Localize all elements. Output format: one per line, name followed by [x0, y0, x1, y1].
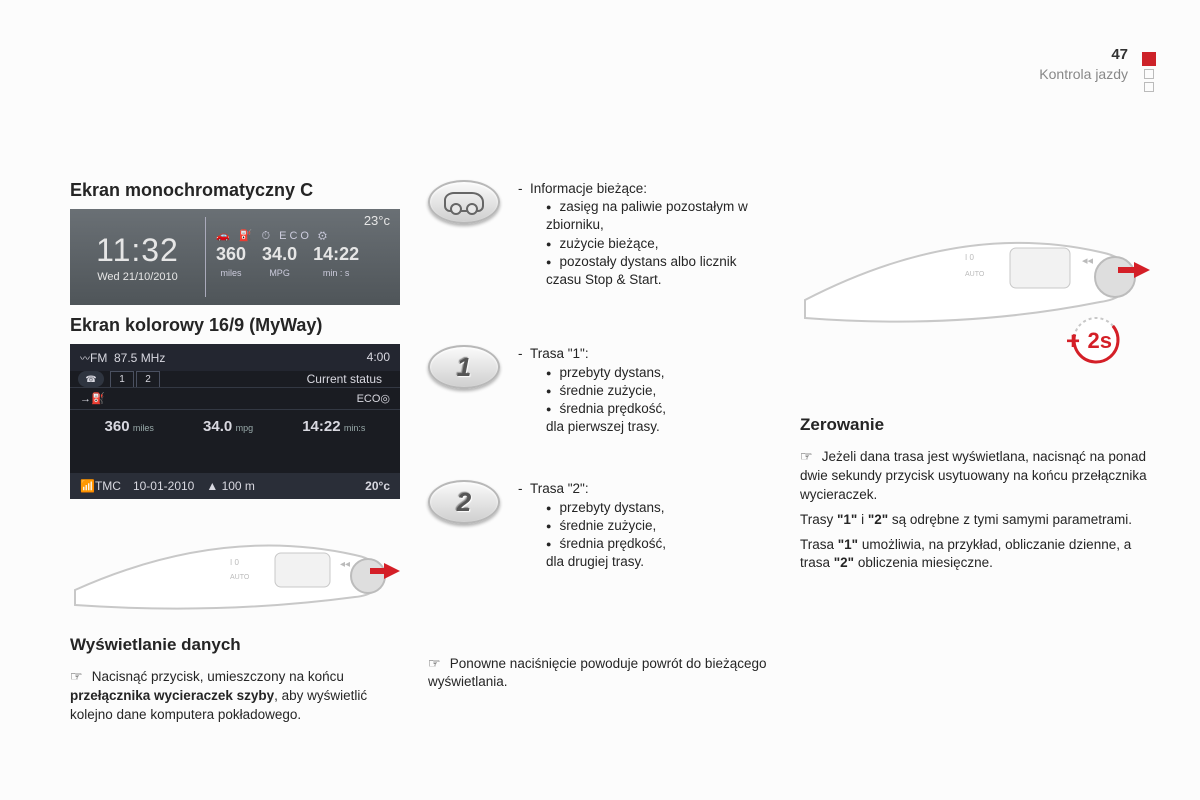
mono-mpg: 34.0	[262, 245, 297, 263]
info-current-row: -Informacje bieżące: zasięg na paliwie p…	[428, 180, 772, 289]
reset-paragraph-1: ☞ Jeżeli dana trasa jest wyświetlana, na…	[800, 447, 1150, 505]
svg-text:I 0: I 0	[230, 558, 239, 567]
cd-phone-icon: ☎	[78, 371, 104, 387]
mono-time: 11:32	[96, 232, 179, 269]
info-trip2-tail: dla drugiej trasy.	[518, 553, 666, 571]
reset-paragraph-2: Trasy "1" i "2" są odrębne z tymi samymi…	[800, 511, 1150, 530]
number-2-badge: 2	[428, 480, 500, 524]
svg-text:AUTO: AUTO	[230, 574, 250, 581]
cd-eco-icon: ECO◎	[357, 392, 390, 405]
info-trip1-b3: średnia prędkość,	[546, 400, 666, 418]
cd-status-label: Current status	[307, 372, 392, 386]
cd-date: 10-01-2010	[133, 479, 194, 493]
plus-2s-value: 2s	[1088, 328, 1112, 354]
cd-range: 360	[105, 418, 130, 435]
reset-paragraph-3: Trasa "1" umożliwia, na przykład, oblicz…	[800, 536, 1150, 574]
column-left: Ekran monochromatyczny C 11:32 Wed 21/10…	[70, 180, 400, 725]
cd-temp: 20°c	[365, 479, 390, 493]
info-trip2-row: 2 -Trasa "2": przebyty dystans, średnie …	[428, 480, 772, 571]
pointer-icon: ☞	[70, 667, 88, 687]
wiper-stalk-illustration-left: I 0 AUTO ◂◂	[70, 505, 400, 625]
number-1-icon: 1	[457, 352, 471, 383]
mono-trip-unit: min : s	[323, 268, 350, 278]
info-trip1-row: 1 -Trasa "1": przebyty dystans, średnie …	[428, 345, 772, 436]
number-2-icon: 2	[457, 487, 471, 518]
column-right: I 0 AUTO ◂◂ + 2s Zerowanie ☞ Jeżeli dana…	[800, 180, 1150, 725]
cd-tab-2: 2	[136, 371, 160, 387]
pointer-icon: ☞	[800, 447, 818, 467]
column-middle: -Informacje bieżące: zasięg na paliwie p…	[428, 180, 772, 725]
cd-tmc: 📶TMC	[80, 479, 121, 493]
plus-2s-plus: +	[1066, 328, 1080, 356]
wiper-stalk-illustration-right: I 0 AUTO ◂◂ + 2s	[800, 180, 1150, 385]
info-trip2-b2: średnie zużycie,	[546, 517, 666, 535]
page-number: 47	[1111, 46, 1128, 63]
svg-text:◂◂: ◂◂	[1082, 255, 1094, 267]
svg-text:I 0: I 0	[965, 253, 974, 262]
cd-mpg-unit: mpg	[236, 423, 254, 433]
cd-fuel-icon: →⛽	[80, 392, 105, 405]
heading-color-screen: Ekran kolorowy 16/9 (MyWay)	[70, 315, 400, 336]
info-trip1-b2: średnie zużycie,	[546, 382, 666, 400]
mono-date: Wed 21/10/2010	[97, 271, 178, 283]
car-icon-badge	[428, 180, 500, 224]
info-current-b3: pozostały dystans albo licznik czasu Sto…	[546, 253, 772, 289]
cd-trip: 14:22	[302, 418, 340, 435]
content-columns: Ekran monochromatyczny C 11:32 Wed 21/10…	[70, 180, 1150, 725]
data-display-return-paragraph: ☞ Ponowne naciśnięcie powoduje powrót do…	[428, 654, 772, 693]
number-1-badge: 1	[428, 345, 500, 389]
page-section-label: Kontrola jazdy	[1039, 66, 1128, 82]
cd-clock: 4:00	[367, 350, 390, 365]
info-trip2-title: Trasa "2":	[530, 481, 589, 496]
heading-data-display: Wyświetlanie danych	[70, 635, 400, 655]
cd-mpg: 34.0	[203, 418, 232, 435]
data-display-paragraph: ☞ Nacisnąć przycisk, umieszczony na końc…	[70, 667, 400, 725]
cd-dist: ▲ 100 m	[206, 479, 255, 493]
mono-temperature: 23°c	[364, 213, 390, 228]
page-marker-icon	[1142, 52, 1156, 92]
mono-icon-row: 🚗 ⛽ ⏱ ECO ⚙	[216, 229, 394, 243]
pointer-icon: ☞	[428, 654, 446, 674]
mono-display-illustration: 11:32 Wed 21/10/2010 23°c 🚗 ⛽ ⏱ ECO ⚙ 36…	[70, 209, 400, 305]
cd-trip-unit: min:s	[344, 423, 366, 433]
info-trip1-b1: przebyty dystans,	[546, 364, 666, 382]
cd-tab-1: 1	[110, 371, 134, 387]
info-current-title: Informacje bieżące:	[530, 181, 647, 196]
info-trip1-tail: dla pierwszej trasy.	[518, 418, 666, 436]
heading-mono-screen: Ekran monochromatyczny C	[70, 180, 400, 201]
mono-range-unit: miles	[221, 268, 242, 278]
info-trip2-b1: przebyty dystans,	[546, 499, 666, 517]
info-trip2-b3: średnia prędkość,	[546, 535, 666, 553]
mono-trip-time: 14:22	[313, 245, 359, 263]
manual-page: 47 Kontrola jazdy Ekran monochromatyczny…	[0, 0, 1200, 800]
cd-range-unit: miles	[133, 423, 154, 433]
info-trip1-title: Trasa "1":	[530, 346, 589, 361]
mono-range: 360	[216, 245, 246, 263]
info-current-b2: zużycie bieżące,	[546, 235, 772, 253]
svg-text:◂◂: ◂◂	[340, 559, 350, 570]
cd-band: 〰FM 87.5 MHz	[80, 350, 165, 365]
svg-text:AUTO: AUTO	[965, 271, 985, 278]
mono-mpg-unit: MPG	[269, 268, 290, 278]
color-display-illustration: 〰FM 87.5 MHz 4:00 ☎ 1 2 Current status →…	[70, 344, 400, 499]
car-icon	[444, 192, 484, 212]
info-current-b1: zasięg na paliwie pozostałym w zbiorniku…	[546, 198, 772, 234]
heading-reset: Zerowanie	[800, 415, 1150, 435]
